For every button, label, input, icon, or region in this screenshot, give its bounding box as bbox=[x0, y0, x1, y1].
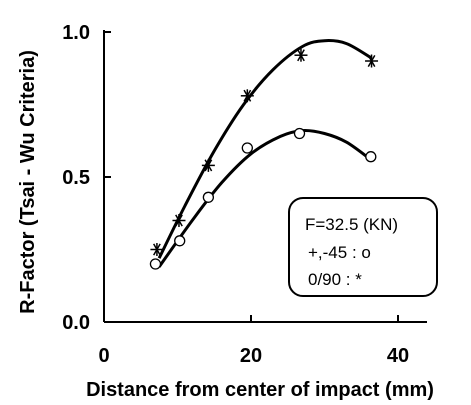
data-point-asterisk bbox=[201, 158, 215, 172]
y-axis-label: R-Factor (Tsai - Wu Criteria) bbox=[17, 50, 39, 314]
data-point-circle bbox=[202, 191, 215, 203]
x-tick-label: 40 bbox=[387, 345, 409, 367]
data-point-asterisk bbox=[172, 214, 186, 227]
y-tick-label: 0.0 bbox=[62, 312, 90, 334]
fit-curve-circle bbox=[157, 129, 372, 268]
legend-line-45: +,-45 : o bbox=[308, 243, 371, 262]
data-point-circle bbox=[149, 258, 162, 270]
data-point-asterisk bbox=[365, 54, 379, 68]
y-tick-label: 1.0 bbox=[62, 22, 90, 44]
x-axis-label: Distance from center of impact (mm) bbox=[86, 379, 434, 401]
legend: F=32.5 (KN) +,-45 : o 0/90 : * bbox=[288, 197, 438, 297]
data-point-asterisk bbox=[150, 243, 164, 256]
y-tick-label: 0.5 bbox=[62, 167, 90, 189]
data-point-circle bbox=[241, 142, 253, 154]
legend-line-force: F=32.5 (KN) bbox=[305, 215, 398, 234]
x-tick-label: 20 bbox=[240, 345, 262, 367]
legend-box bbox=[288, 197, 438, 297]
fit-curve-asterisk bbox=[157, 39, 373, 259]
data-point-circle bbox=[174, 235, 186, 247]
legend-line-090: 0/90 : * bbox=[308, 270, 362, 289]
data-point-circle bbox=[293, 127, 306, 140]
x-tick-label: 0 bbox=[98, 345, 109, 367]
data-point-circle bbox=[365, 151, 377, 163]
data-point-asterisk bbox=[240, 89, 254, 103]
data-point-asterisk bbox=[294, 48, 308, 62]
